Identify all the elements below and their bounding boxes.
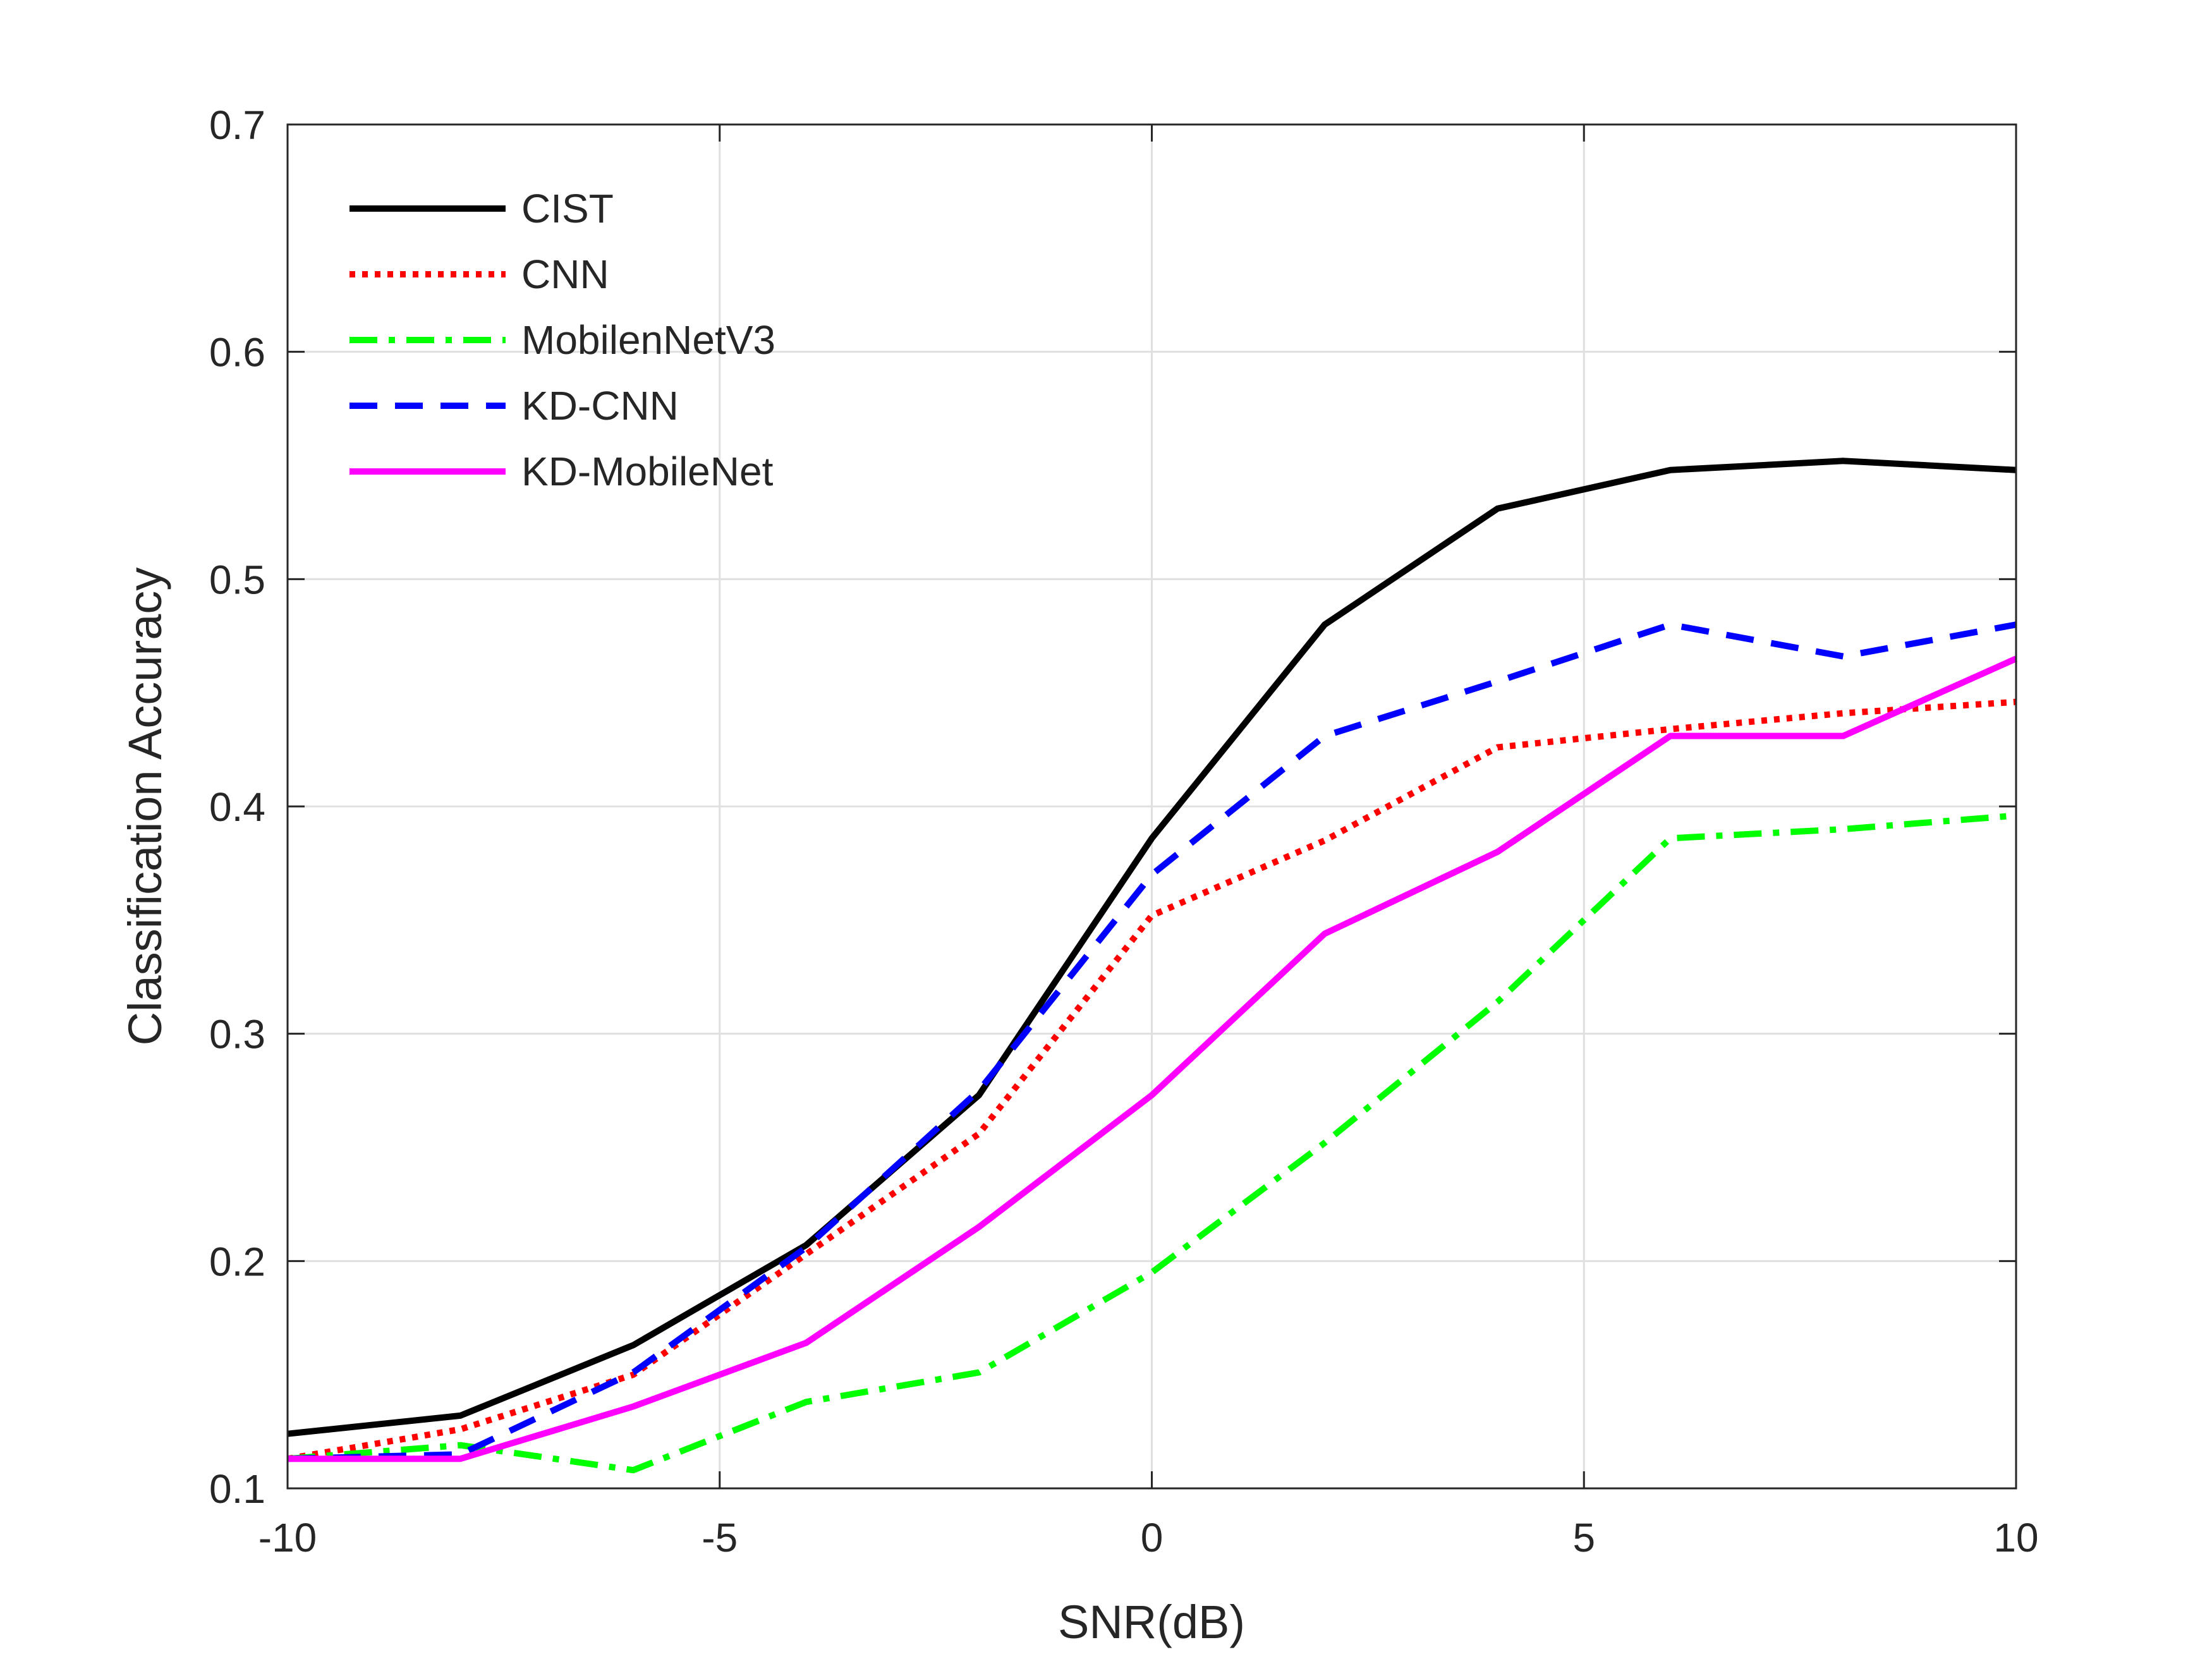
y-tick-label: 0.4 <box>209 784 265 830</box>
y-axis-label: Classification Accuracy <box>119 568 171 1046</box>
series-line-kd-mobilenet <box>288 655 2018 1462</box>
legend-label-kd-mobilenet: KD-MobileNet <box>521 449 774 494</box>
y-tick-label: 0.6 <box>209 330 265 375</box>
series-lines <box>287 458 2018 1474</box>
x-tick-label: -10 <box>258 1515 317 1560</box>
x-tick-label: 0 <box>1141 1515 1164 1560</box>
ticks: -10 -5 0 5 10 0.1 0.2 0.3 0.4 0.5 0.6 0.7 <box>209 102 2039 1560</box>
series-line-cist <box>287 458 2017 1437</box>
x-tick-label: 5 <box>1572 1515 1595 1560</box>
legend-label-cnn: CNN <box>521 252 609 297</box>
x-tick-label: -5 <box>702 1515 738 1560</box>
grid <box>288 125 2016 1488</box>
x-tick-label: 10 <box>1993 1515 2038 1560</box>
legend: CIST CNN MobilenNetV3 KD-CNN KD-MobileNet <box>349 186 775 494</box>
series-line-mobilennetv3 <box>287 812 2017 1474</box>
x-axis-label: SNR(dB) <box>1058 1596 1245 1648</box>
y-tick-label: 0.5 <box>209 557 265 602</box>
legend-label-cist: CIST <box>521 186 614 231</box>
series-line-kd-cnn <box>287 621 2017 1462</box>
legend-label-mobilennetv3: MobilenNetV3 <box>521 317 775 363</box>
y-tick-label: 0.1 <box>209 1466 265 1512</box>
series-line-cnn <box>287 698 2017 1462</box>
y-tick-label: 0.2 <box>209 1239 265 1284</box>
y-tick-label: 0.3 <box>209 1012 265 1057</box>
y-tick-label: 0.7 <box>209 102 265 148</box>
legend-label-kd-cnn: KD-CNN <box>521 383 679 428</box>
